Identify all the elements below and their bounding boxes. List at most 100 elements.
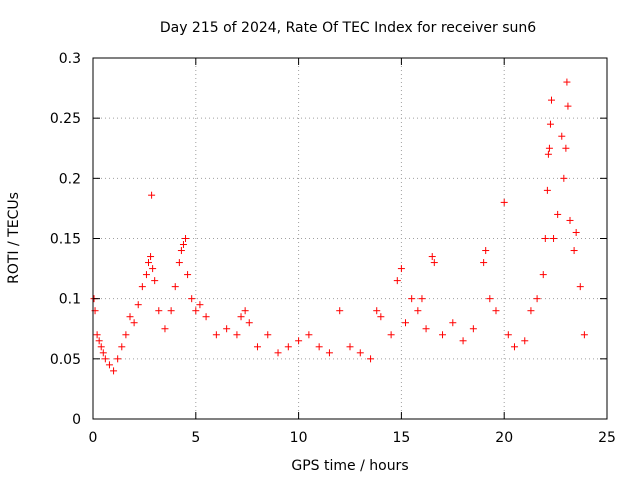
data-point (397, 265, 405, 273)
data-point (346, 343, 354, 351)
data-point (566, 216, 574, 224)
data-point (196, 301, 204, 309)
chart-title: Day 215 of 2024, Rate Of TEC Index for r… (160, 20, 536, 36)
data-point (122, 331, 130, 339)
data-point (237, 313, 245, 321)
data-point (212, 331, 220, 339)
data-point (192, 307, 200, 315)
data-point (480, 259, 488, 267)
data-point (142, 271, 150, 279)
data-point (430, 259, 438, 267)
data-point (336, 307, 344, 315)
data-point (527, 307, 535, 315)
data-point (284, 343, 292, 351)
y-axis-title: ROTI / TECUs (6, 192, 22, 284)
y-tick-label: 0 (72, 412, 81, 428)
data-point (550, 235, 558, 242)
data-point (492, 307, 500, 315)
data-point (134, 301, 142, 309)
data-point (377, 313, 385, 321)
data-point (545, 144, 553, 152)
x-tick-label: 20 (495, 430, 513, 446)
x-tick-label: 25 (598, 430, 616, 446)
data-point (149, 265, 157, 273)
data-point (97, 343, 105, 351)
data-point (541, 235, 549, 242)
data-point (576, 283, 584, 291)
data-point (233, 331, 241, 339)
data-point (274, 349, 282, 357)
data-point (422, 325, 430, 333)
data-point (418, 295, 426, 303)
x-axis-title: GPS time / hours (291, 458, 408, 474)
data-point (393, 277, 401, 285)
data-point (171, 283, 179, 291)
data-point (554, 210, 562, 218)
data-point (533, 295, 541, 303)
data-point (547, 96, 555, 104)
data-point (138, 283, 146, 291)
data-point (500, 198, 508, 206)
data-point (459, 337, 467, 345)
data-point (151, 277, 159, 285)
data-point (105, 361, 113, 369)
data-point (264, 331, 272, 339)
data-point (179, 241, 187, 249)
data-point (564, 102, 572, 110)
data-point (145, 259, 153, 267)
axis-ticks (92, 57, 608, 420)
data-point (504, 331, 512, 339)
data-point (560, 174, 568, 182)
data-point (580, 331, 588, 339)
data-point (408, 295, 416, 303)
data-point (101, 355, 109, 363)
data-point (356, 349, 364, 357)
data-point (570, 247, 578, 255)
data-point (126, 313, 134, 321)
x-tick-label: 0 (89, 430, 98, 446)
data-point (182, 235, 190, 242)
data-point (486, 295, 494, 303)
data-point (449, 319, 457, 327)
x-tick-label: 5 (191, 430, 200, 446)
data-point (315, 343, 323, 351)
data-point (130, 319, 138, 327)
data-point (253, 343, 261, 351)
data-point (563, 78, 571, 86)
data-point (402, 319, 410, 327)
data-point (177, 247, 185, 255)
y-tick-label: 0.1 (59, 292, 81, 308)
data-point (114, 355, 122, 363)
data-point (387, 331, 395, 339)
data-point (305, 331, 313, 339)
y-tick-label: 0.3 (59, 51, 81, 67)
y-tick-label: 0.05 (50, 352, 81, 368)
data-point (325, 349, 333, 357)
data-point (572, 228, 580, 236)
data-point (439, 331, 447, 339)
data-point (147, 253, 155, 261)
grid-lines (93, 58, 607, 419)
data-point (184, 271, 192, 279)
data-point (373, 307, 381, 315)
y-tick-label: 0.2 (59, 171, 81, 187)
data-point (167, 307, 175, 315)
data-point (546, 120, 554, 128)
data-point (482, 247, 490, 255)
data-point (95, 337, 103, 345)
x-tick-label: 10 (290, 430, 308, 446)
data-point (521, 337, 529, 345)
data-point (469, 325, 477, 333)
data-point (241, 307, 249, 315)
data-point (562, 144, 570, 152)
data-point (428, 253, 436, 261)
data-point (155, 307, 163, 315)
data-point (161, 325, 169, 333)
data-point (93, 331, 101, 339)
data-point (510, 343, 518, 351)
data-point (148, 191, 156, 199)
data-point (543, 186, 551, 194)
x-tick-label: 15 (392, 430, 410, 446)
data-point (99, 349, 107, 357)
